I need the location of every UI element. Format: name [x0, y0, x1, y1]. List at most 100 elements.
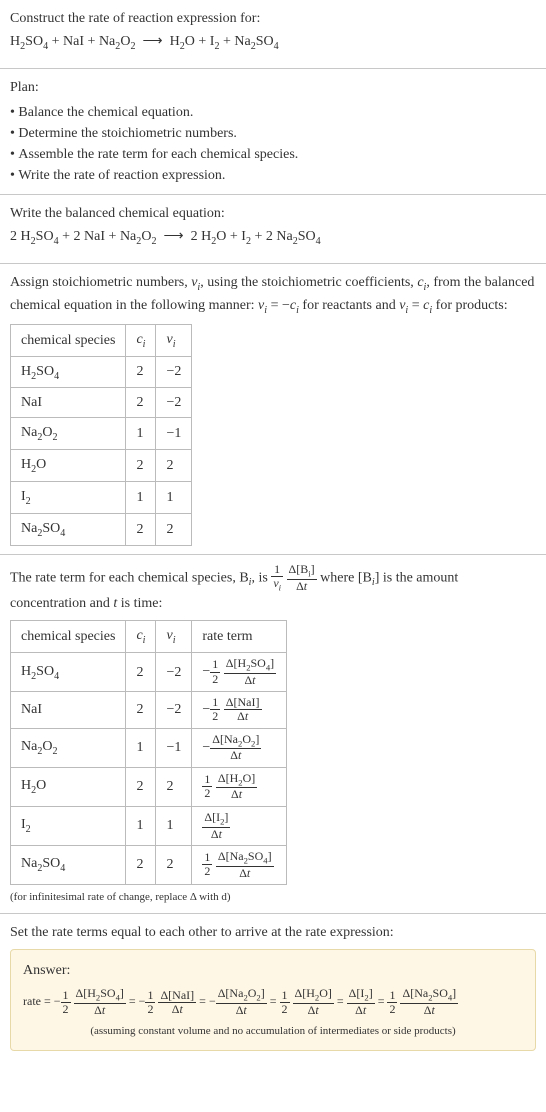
v-cell: −2 [156, 653, 192, 692]
c-cell: 1 [126, 806, 156, 845]
stoich-text: = − [267, 298, 290, 313]
plan-label: Plan: [10, 77, 536, 98]
species: Na2SO4 [234, 34, 278, 49]
intro-rhs: H2O + I2 + Na2SO4 [170, 34, 279, 49]
answer-label: Answer: [23, 960, 523, 981]
v-cell: −2 [156, 356, 192, 388]
v-cell: −2 [156, 388, 192, 418]
v-cell: 1 [156, 806, 192, 845]
balanced-section: Write the balanced chemical equation: 2 … [0, 195, 546, 264]
c-cell: 2 [126, 845, 156, 884]
rate-table: chemical speciesciνirate term H2SO42−2−1… [10, 620, 287, 885]
rate-section: The rate term for each chemical species,… [0, 555, 546, 914]
balanced-label: Write the balanced chemical equation: [10, 203, 536, 224]
species: H2O [170, 34, 195, 49]
plan-item: Balance the chemical equation. [10, 102, 536, 123]
table-row: H2SO42−2−12 Δ[H2SO4]Δt [11, 653, 287, 692]
balanced-equation: 2 H2SO4 + 2 NaI + Na2O2 ⟶ 2 H2O + I2 + 2… [10, 226, 536, 249]
v-cell: 2 [156, 514, 192, 546]
rate-text: where [B [320, 570, 372, 585]
species-cell: Na2SO4 [11, 514, 126, 546]
c-i: ci [290, 298, 299, 313]
intro-prompt: Construct the rate of reaction expressio… [10, 8, 536, 29]
plan-item: Determine the stoichiometric numbers. [10, 123, 536, 144]
stoich-text: , using the stoichiometric coefficients, [200, 275, 417, 290]
c-cell: 2 [126, 388, 156, 418]
species-cell: Na2O2 [11, 728, 126, 767]
table-header: chemical species [11, 324, 126, 356]
rate-label: rate = [23, 994, 54, 1008]
v-cell: −2 [156, 692, 192, 728]
stoich-text: Assign stoichiometric numbers, [10, 275, 191, 290]
term: I2 [241, 229, 251, 244]
rate-term-cell: Δ[I2]Δt [192, 806, 287, 845]
species-cell: Na2O2 [11, 418, 126, 450]
table-row: NaI2−2−12 Δ[NaI]Δt [11, 692, 287, 728]
stoich-text: for products: [432, 298, 507, 313]
species-cell: I2 [11, 806, 126, 845]
v-cell: 2 [156, 767, 192, 806]
table-row: Na2O21−1−Δ[Na2O2]Δt [11, 728, 287, 767]
final-lead: Set the rate terms equal to each other t… [10, 922, 536, 943]
rate-text: , is [251, 570, 271, 585]
intro-lhs: H2SO4 + NaI + Na2O2 [10, 34, 135, 49]
species-cell: H2O [11, 450, 126, 482]
term: 2 NaI [74, 229, 106, 244]
species: Na2O2 [99, 34, 136, 49]
c-cell: 2 [126, 514, 156, 546]
table-header: chemical species [11, 621, 126, 653]
plan-section: Plan: Balance the chemical equation.Dete… [0, 69, 546, 195]
stoich-text: = [408, 298, 423, 313]
species-cell: H2O [11, 767, 126, 806]
species-cell: H2SO4 [11, 356, 126, 388]
rate-term-cell: −Δ[Na2O2]Δt [192, 728, 287, 767]
delta-b-over-t: Δ[Bi]Δt [287, 563, 317, 593]
table-header: νi [156, 324, 192, 356]
species: I2 [210, 34, 220, 49]
c-cell: 2 [126, 692, 156, 728]
v-cell: 2 [156, 450, 192, 482]
term: 2 H2SO4 [10, 229, 59, 244]
stoich-section: Assign stoichiometric numbers, νi, using… [0, 264, 546, 555]
rate-term-cell: −12 Δ[H2SO4]Δt [192, 653, 287, 692]
final-section: Set the rate terms equal to each other t… [0, 914, 546, 1061]
rate-term-cell: −12 Δ[NaI]Δt [192, 692, 287, 728]
table-row: Na2SO422 [11, 514, 192, 546]
species-cell: H2SO4 [11, 653, 126, 692]
c-cell: 2 [126, 356, 156, 388]
table-row: Na2SO42212 Δ[Na2SO4]Δt [11, 845, 287, 884]
rate-intro: The rate term for each chemical species,… [10, 563, 536, 614]
nu-i: νi [399, 298, 408, 313]
table-row: Na2O21−1 [11, 418, 192, 450]
table-row: NaI2−2 [11, 388, 192, 418]
table-header: ci [126, 324, 156, 356]
species-cell: Na2SO4 [11, 845, 126, 884]
species-cell: I2 [11, 482, 126, 514]
answer-box: Answer: rate = −12 Δ[H2SO4]Δt = −12 Δ[Na… [10, 949, 536, 1051]
c-i: ci [423, 298, 432, 313]
table-row: H2SO42−2 [11, 356, 192, 388]
table-header: ci [126, 621, 156, 653]
nu-i: νi [258, 298, 267, 313]
rate-term-cell: 12 Δ[H2O]Δt [192, 767, 287, 806]
c-cell: 2 [126, 653, 156, 692]
plan-list: Balance the chemical equation.Determine … [10, 102, 536, 186]
table-header: rate term [192, 621, 287, 653]
c-cell: 1 [126, 728, 156, 767]
v-cell: −1 [156, 418, 192, 450]
c-cell: 1 [126, 482, 156, 514]
stoich-table: chemical speciesciνi H2SO42−2NaI2−2Na2O2… [10, 324, 192, 546]
species: NaI [63, 34, 84, 49]
v-cell: 1 [156, 482, 192, 514]
nu-i: νi [191, 275, 200, 290]
rate-note: (for infinitesimal rate of change, repla… [10, 889, 536, 906]
c-cell: 1 [126, 418, 156, 450]
v-cell: 2 [156, 845, 192, 884]
intro-section: Construct the rate of reaction expressio… [0, 0, 546, 69]
c-cell: 2 [126, 450, 156, 482]
term: Na2O2 [120, 229, 157, 244]
intro-equation: H2SO4 + NaI + Na2O2 ⟶ H2O + I2 + Na2SO4 [10, 31, 536, 54]
rate-text: The rate term for each chemical species,… [10, 570, 249, 585]
answer-note: (assuming constant volume and no accumul… [23, 1023, 523, 1040]
plan-item: Assemble the rate term for each chemical… [10, 144, 536, 165]
